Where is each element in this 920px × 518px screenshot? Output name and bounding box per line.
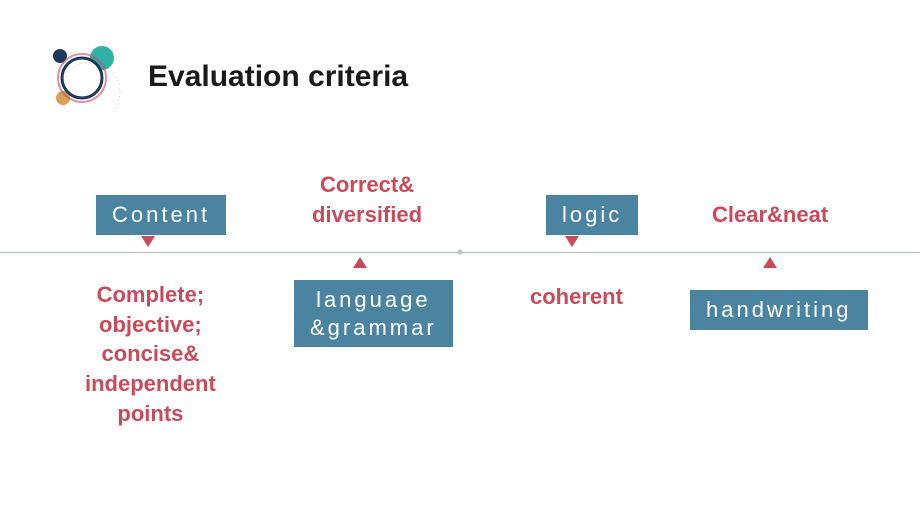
axis-center-dot: [458, 250, 463, 255]
criteria-pill-1: language &grammar: [294, 280, 453, 347]
page-title: Evaluation criteria: [148, 60, 408, 94]
criteria-pill-0: Content: [96, 195, 226, 235]
triangle-marker-1: [353, 257, 367, 268]
criteria-desc-0: Complete; objective; concise& independen…: [85, 280, 216, 428]
criteria-pill-3: handwriting: [690, 290, 868, 330]
criteria-desc-1: Correct& diversified: [312, 170, 422, 229]
logo-icon: [30, 42, 140, 112]
criteria-desc-3: Clear&neat: [712, 200, 828, 230]
triangle-marker-3: [763, 257, 777, 268]
triangle-marker-2: [565, 236, 579, 247]
criteria-pill-2: logic: [546, 195, 638, 235]
triangle-marker-0: [141, 236, 155, 247]
header: Evaluation criteria: [30, 42, 408, 112]
criteria-desc-2: coherent: [530, 282, 623, 312]
